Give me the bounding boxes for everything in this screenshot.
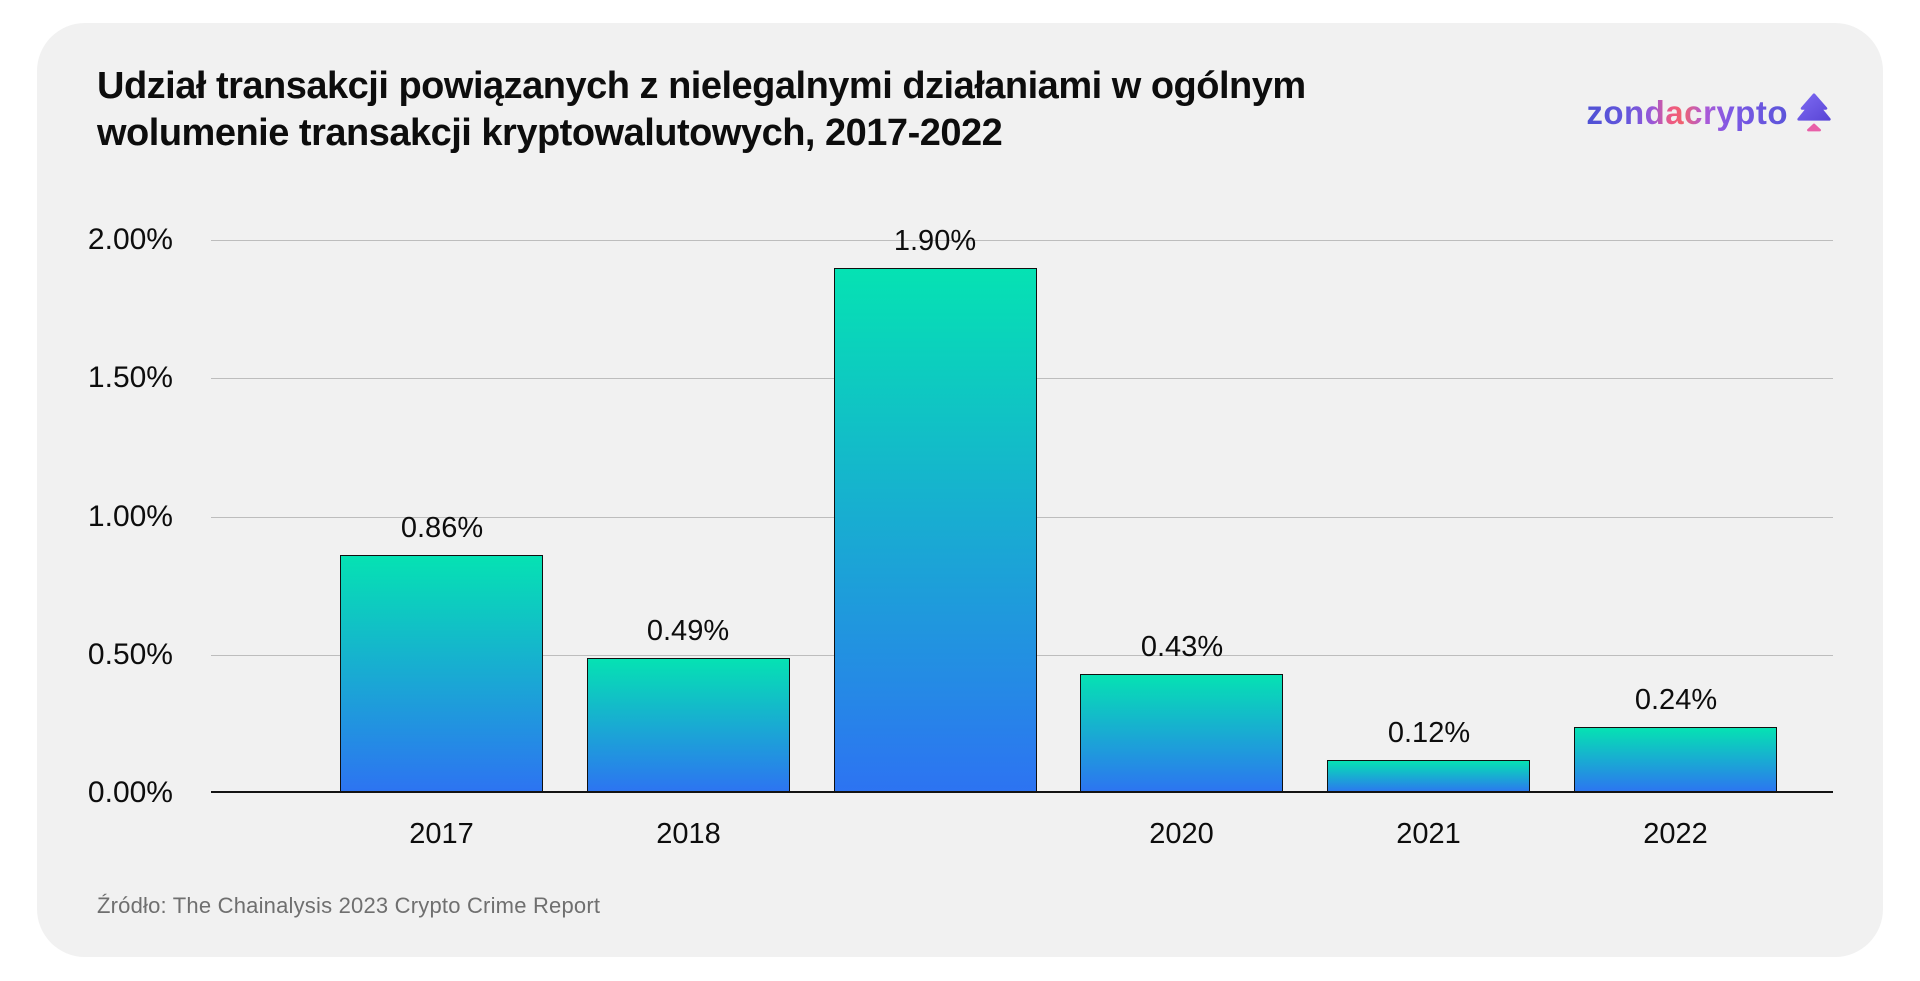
y-tick-label-2.00%: 2.00% — [87, 223, 173, 256]
chart-title-line-2: wolumenie transakcji kryptowalutowych, 2… — [97, 112, 1003, 154]
y-tick-label-0.00%: 0.00% — [87, 776, 173, 809]
value-label-2021: 0.12% — [1387, 717, 1471, 749]
value-label-2017: 0.86% — [400, 512, 484, 544]
chart-title-line-1: Udział transakcji powiązanych z nielegal… — [97, 65, 1306, 107]
gridline-2.00% — [211, 240, 1833, 241]
value-label-2020: 0.43% — [1140, 631, 1224, 663]
x-tick-label-2020: 2020 — [1149, 818, 1214, 850]
x-tick-label-2018: 2018 — [656, 818, 721, 850]
value-label-2022: 0.24% — [1634, 684, 1718, 716]
bar-2017 — [340, 555, 543, 793]
tree-arrow-up-icon — [1797, 93, 1831, 132]
x-axis-line — [211, 791, 1833, 793]
bar-2022 — [1574, 727, 1777, 793]
bar-2021 — [1327, 760, 1530, 793]
chart-title: Udział transakcji powiązanych z nielegal… — [97, 63, 1306, 157]
y-tick-label-1.00%: 1.00% — [87, 500, 173, 533]
x-tick-label-2017: 2017 — [409, 818, 474, 850]
y-tick-label-1.50%: 1.50% — [87, 361, 173, 394]
zondacrypto-wordmark: zondacrypto — [1586, 94, 1788, 131]
value-label-2018: 0.49% — [646, 615, 730, 647]
zondacrypto-logo: zondacrypto — [1586, 93, 1831, 133]
bar-2018 — [587, 658, 790, 793]
y-tick-label-0.50%: 0.50% — [87, 638, 173, 671]
value-label-2019: 1.90% — [893, 225, 977, 257]
bar-2019 — [834, 268, 1037, 793]
bar-2020 — [1080, 674, 1283, 793]
x-tick-label-2021: 2021 — [1396, 818, 1461, 850]
chart-card: Udział transakcji powiązanych z nielegal… — [37, 23, 1883, 957]
source-note: Źródło: The Chainalysis 2023 Crypto Crim… — [97, 893, 601, 918]
bar-chart-plot-area: 0.00% 0.50% 1.00% 1.50% 2.00% 0.86% 2017 0.49% 2… — [88, 223, 1833, 850]
x-tick-label-2022: 2022 — [1643, 818, 1708, 850]
